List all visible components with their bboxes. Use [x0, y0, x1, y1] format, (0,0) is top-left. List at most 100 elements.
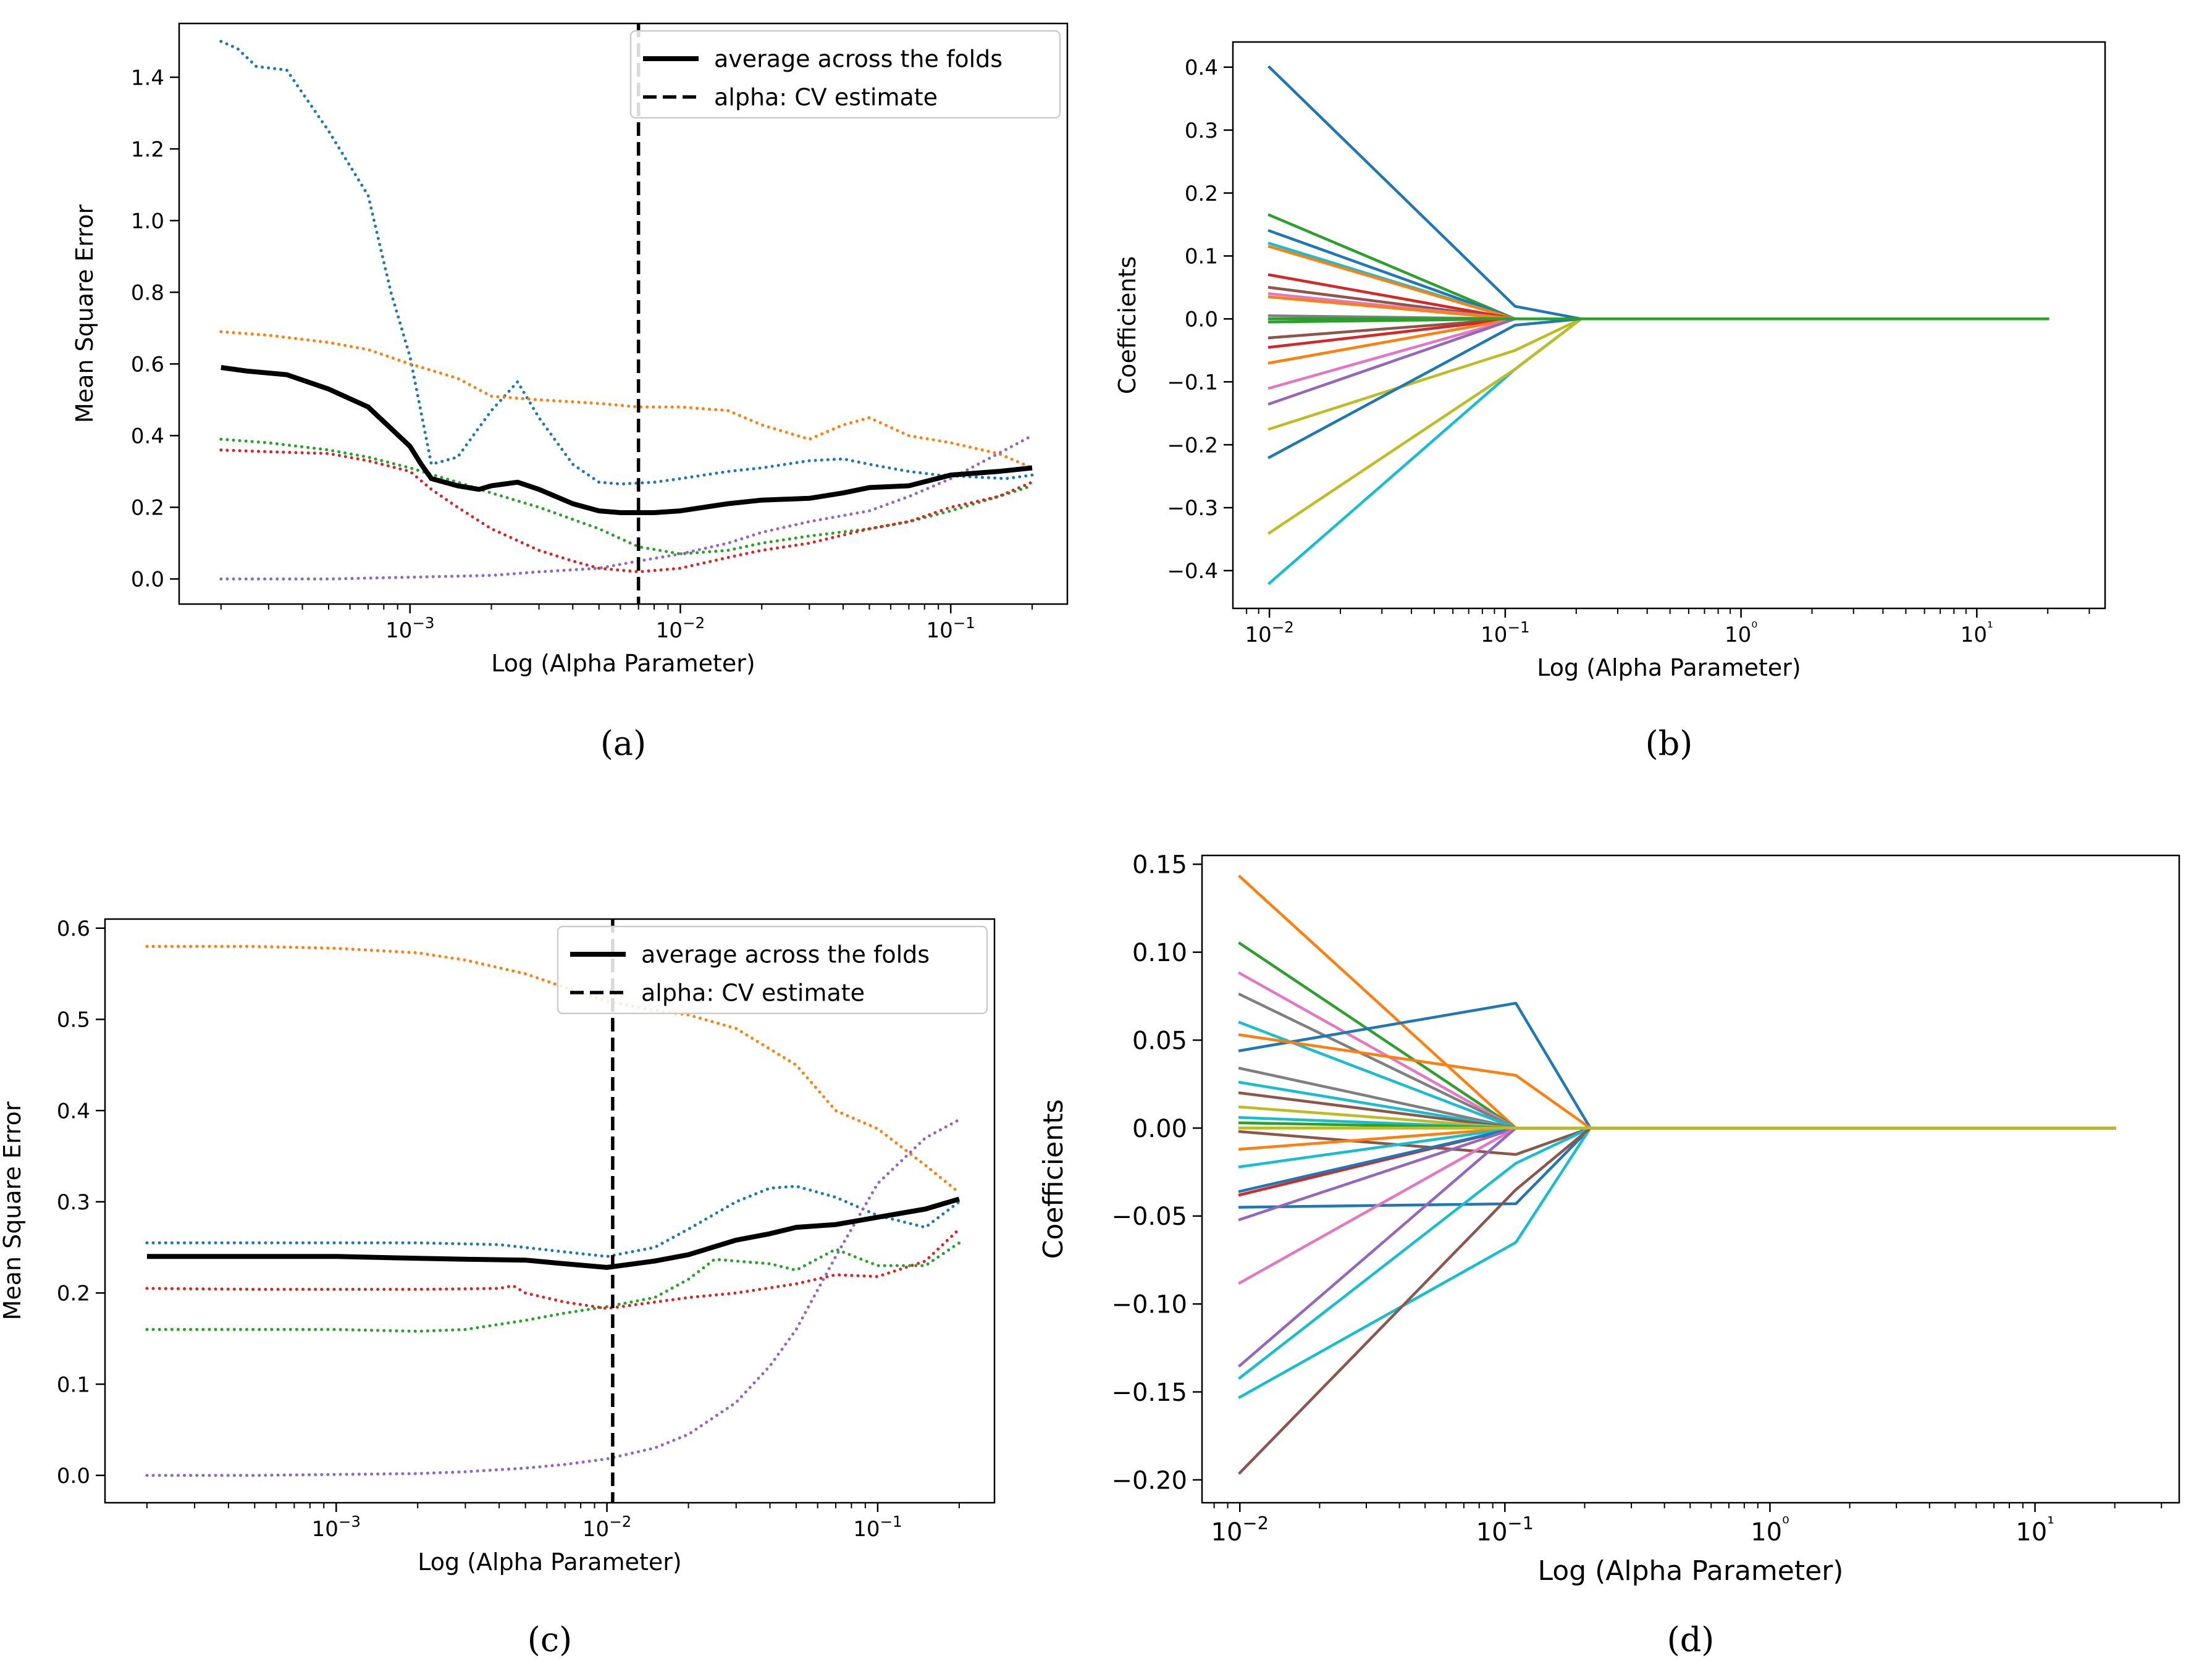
c-fold-line-1: [145, 1185, 961, 1258]
x-tick-label: 10⁰: [1751, 1513, 1789, 1547]
y-tick-label: 0.3: [57, 1190, 90, 1215]
y-tick-label: 0.2: [57, 1282, 90, 1306]
coef-line-d-15: [1238, 1127, 2116, 1151]
a-fold-line-2: [219, 330, 1034, 469]
axes-frame-d: [1201, 854, 2180, 1504]
y-tick-label: 0.8: [131, 280, 164, 305]
coef-line-b-12: [1267, 295, 2049, 321]
y-tick-label: 0.4: [131, 424, 164, 449]
legend-average-label: average across the folds: [714, 46, 1003, 73]
x-tick-label: 10−1: [927, 614, 975, 643]
c-fold-line-5: [145, 1118, 961, 1477]
y-axis-label-a: Mean Square Error: [71, 204, 98, 423]
y-tick-label: −0.15: [1111, 1379, 1187, 1407]
y-axis-label-d: Coefficients: [1038, 1099, 1069, 1259]
y-tick-label: 0.05: [1132, 1027, 1187, 1055]
coef-line-d-14: [1238, 1127, 2116, 1156]
y-tick-label: 0.0: [57, 1464, 90, 1489]
x-tick-label: 10−3: [385, 614, 434, 643]
x-axis-label-c: Log (Alpha Parameter): [418, 1548, 681, 1576]
y-tick-label: −0.3: [1167, 496, 1218, 521]
y-tick-label: −0.20: [1111, 1466, 1187, 1495]
plot-area-a: [219, 23, 1034, 604]
x-tick-label: 10−1: [1481, 618, 1529, 647]
legend-average-label: average across the folds: [641, 941, 930, 968]
caption-d: (d): [1667, 1620, 1715, 1659]
legend-box: [629, 30, 1061, 119]
x-tick-label: 10−2: [582, 1513, 631, 1542]
y-tick-label: 0.5: [57, 1008, 90, 1033]
coef-line-d-3: [1238, 992, 2116, 1130]
x-tick-label: 10−3: [312, 1513, 361, 1542]
y-tick-label: −0.4: [1167, 559, 1218, 584]
axes-frame-b: [1232, 41, 2106, 610]
axes-frame-c: [104, 918, 996, 1504]
chart-b: 10−2 10−1 10⁰ 10¹ −0.4 −0.3 −0.2 −0.1 0.0 0.1 0.2 0…: [1114, 41, 2106, 763]
c-fold-line-4: [145, 1227, 961, 1310]
coef-line-d-7: [1238, 1066, 2116, 1130]
y-tick-label: 0.1: [57, 1372, 90, 1397]
coef-line-d-24: [1238, 1127, 2116, 1400]
x-tick-label: 10−2: [1245, 618, 1293, 647]
y-tick-label: 0.3: [1185, 119, 1218, 143]
y-tick-label: 0.2: [1185, 182, 1218, 206]
coef-line-b-2: [1267, 317, 2049, 535]
coef-line-d-18: [1238, 1127, 2116, 1193]
y-tick-label: 1.0: [131, 209, 164, 233]
coef-line-b-10: [1267, 285, 2049, 321]
x-tick-label: 10⁰: [1725, 618, 1757, 647]
caption-a: (a): [600, 724, 646, 763]
coef-line-d-25: [1238, 1127, 2116, 1475]
y-tick-label: 1.2: [131, 137, 164, 162]
legend-a: average across the folds alpha: CV estima…: [629, 30, 1061, 119]
a-fold-line-1: [219, 40, 1034, 486]
y-tick-label: 0.15: [1132, 851, 1187, 880]
chart-c: 10−3 10−2 10−1 0.0 0.1 0.2 0.3 0.4 0.5 0.6 Log (Al…: [0, 917, 996, 1659]
y-tick-label: 0.00: [1132, 1115, 1187, 1143]
chart-a: 10−3 10−2 10−1 0.0 0.2 0.4 0.6 0.8 1.0 1.2 1.4 Log …: [71, 22, 1069, 763]
y-tick-label: 0.6: [57, 917, 90, 941]
y-tick-label: 0.4: [57, 1099, 90, 1124]
y-tick-label: −0.10: [1111, 1291, 1187, 1319]
y-tick-label: 0.0: [1185, 308, 1218, 332]
legend-box: [557, 925, 988, 1015]
plot-area-c: [145, 919, 961, 1503]
legend-cv-label: alpha: CV estimate: [714, 84, 938, 111]
caption-c: (c): [528, 1620, 572, 1659]
y-tick-label: −0.1: [1167, 370, 1218, 395]
coef-line-d-1: [1238, 941, 2116, 1130]
a-fold-line-3: [219, 437, 1034, 556]
y-tick-label: −0.05: [1111, 1203, 1187, 1231]
c-fold-line-3: [145, 1241, 961, 1333]
y-tick-label: 0.2: [131, 496, 164, 521]
a-average-line: [221, 365, 1033, 515]
legend-c: average across the folds alpha: CV estima…: [557, 925, 988, 1015]
chart-d: 10−2 10−1 10⁰ 10¹ −0.20 −0.15 −0.10 −0.05 0.00 0.…: [1038, 851, 2180, 1659]
a-fold-line-4: [219, 448, 1034, 574]
y-tick-label: 0.4: [1185, 56, 1218, 80]
x-tick-label: 10¹: [2016, 1513, 2054, 1547]
coef-line-d-6: [1238, 1033, 2116, 1130]
y-tick-label: 0.1: [1185, 245, 1218, 269]
x-tick-label: 10¹: [1961, 618, 1993, 647]
x-tick-label: 10−1: [1476, 1513, 1534, 1547]
c-average-line: [146, 1196, 961, 1270]
c-fold-line-2: [145, 944, 961, 1195]
x-tick-label: 10−2: [1211, 1513, 1269, 1547]
x-tick-label: 10−2: [656, 614, 705, 643]
y-tick-label: 0.6: [131, 352, 164, 377]
coef-line-b-4: [1267, 317, 2049, 460]
coef-line-d-5: [1238, 1020, 2116, 1130]
y-tick-label: 0.10: [1132, 939, 1187, 967]
legend-cv-label: alpha: CV estimate: [641, 980, 865, 1007]
x-axis-label-b: Log (Alpha Parameter): [1537, 654, 1801, 681]
coef-line-b-1: [1267, 317, 2049, 586]
caption-b: (b): [1646, 724, 1693, 763]
plot-area-b: [1267, 65, 2049, 586]
y-tick-label: 0.0: [131, 568, 164, 592]
x-axis-label-d: Log (Alpha Parameter): [1538, 1555, 1844, 1587]
y-axis-label-c: Mean Square Error: [0, 1101, 26, 1320]
y-tick-label: −0.2: [1167, 433, 1218, 458]
coef-line-d-0: [1238, 875, 2116, 1130]
